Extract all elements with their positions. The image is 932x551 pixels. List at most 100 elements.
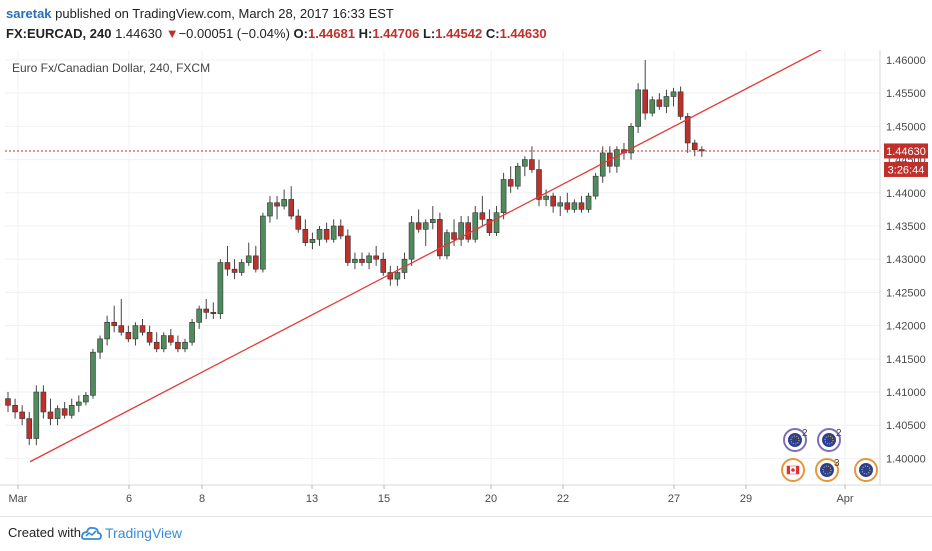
candle [550,192,556,213]
candle-body [564,202,571,210]
candle-body [337,225,344,237]
candle [26,411,33,446]
candle [12,398,18,419]
candle [33,385,40,446]
author-link[interactable]: saretak [6,6,52,21]
candle-body [352,258,358,263]
candle-body [97,338,103,353]
price-tick-label: 1.41500 [886,354,926,366]
candle [5,392,11,412]
candle [330,219,337,243]
candle-body [217,262,224,314]
price-tick-label: 1.43500 [886,221,926,233]
candle-body [486,219,493,233]
price-tick-label: 1.45000 [886,121,926,133]
candle-body [429,219,436,223]
candle [571,199,578,213]
candle [160,332,167,353]
candle-body [47,411,54,419]
tradingview-brand-link[interactable]: TradingView [105,525,183,541]
candle-body [380,258,387,273]
candle [522,156,528,177]
tradingview-cloud-icon[interactable] [80,523,102,541]
last-price-tag: 1.44630 [886,146,926,158]
price-change: −0.00051 (−0.04%) [178,26,290,41]
eu-flag-icon[interactable] [854,458,878,482]
candle-body [76,401,82,406]
canada-flag-icon[interactable] [781,458,805,482]
candle [203,299,210,319]
time-tick-label: 15 [378,493,390,505]
candle-body [281,199,287,207]
price-tick-label: 1.42500 [886,287,926,299]
open-value: 1.44681 [307,26,355,41]
candle-body [614,149,620,167]
candle-body [111,321,117,326]
candle [189,318,195,346]
price-tick-label: 1.43000 [886,254,926,266]
candle [288,186,295,220]
candle-body [153,341,160,350]
price-tick-label: 1.44000 [886,188,926,200]
trendline[interactable] [29,18,881,463]
candle-body [649,99,656,114]
candle-body [323,229,330,240]
candle-body [656,99,663,107]
candle-body [557,202,564,207]
candle [359,252,365,266]
candle [472,206,479,243]
candle-body [203,308,210,313]
candle [281,189,287,210]
candle [691,139,698,157]
candle-body [529,159,535,170]
candle [132,322,139,346]
candle [373,245,379,266]
candle [670,87,677,107]
candle-body [571,202,578,210]
candle-body [196,308,202,323]
eu-flag-icon[interactable]: 3 [815,458,840,482]
candle-body [543,195,549,200]
candle [479,196,486,226]
eu-flag-icon[interactable]: 2 [817,428,842,452]
candle-body [104,321,110,340]
event-count-badge: 2 [802,428,808,439]
candle [168,328,174,346]
candle-body [288,199,295,217]
candle [380,252,387,276]
candle [337,219,344,240]
time-axis[interactable]: Mar 6 8 13 15 20 22 27 29 Apr [9,485,854,505]
candle [614,146,620,173]
candle-body [592,175,599,197]
candle-body [670,91,677,97]
candle-body [260,215,266,270]
candle [507,166,514,193]
event-badges: 2 2 3 [781,428,878,482]
candle [19,405,25,426]
candle-body [585,195,592,210]
candle [238,259,245,276]
price-axis[interactable]: 1.460001.455001.450001.445001.440001.435… [886,55,926,465]
candle-body [118,325,125,333]
candle-body [408,222,415,260]
candle [642,59,649,120]
candlestick-chart[interactable]: Euro Fx/Canadian Dollar, 240, FXCM 2 23 1… [0,18,932,515]
time-tick-label: 22 [557,493,569,505]
candle-body [68,405,75,416]
candle-body [274,202,280,207]
last-price-tag-bg [884,143,928,159]
candle-body [168,335,174,343]
candle-body [253,255,259,270]
candle-body [677,91,684,117]
candle [578,196,585,213]
candle-body [507,179,514,187]
candle-body [54,408,61,419]
eu-flag-icon[interactable]: 2 [783,428,808,452]
candle [182,338,188,353]
candle-body [550,195,556,207]
candle-body [472,212,479,240]
symbol-label: FX:EURCAD, 240 [6,26,112,41]
time-tick-label: Mar [9,493,28,505]
candle [217,259,224,319]
